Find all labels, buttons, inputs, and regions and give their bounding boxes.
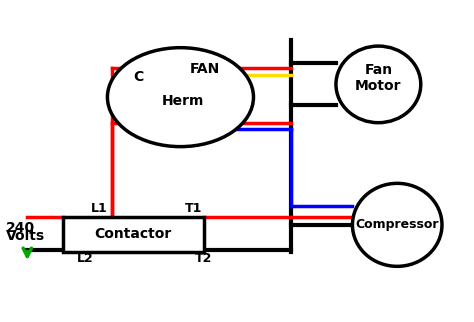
Text: Volts: Volts	[6, 229, 45, 243]
Text: FAN: FAN	[190, 62, 220, 76]
Text: T2: T2	[195, 251, 212, 265]
Bar	[63, 217, 204, 252]
Text: Fan
Motor: Fan Motor	[355, 63, 401, 93]
Ellipse shape	[353, 183, 442, 266]
Text: Herm: Herm	[162, 94, 204, 108]
Text: L2: L2	[77, 251, 93, 265]
Ellipse shape	[336, 46, 421, 123]
Text: Contactor: Contactor	[95, 227, 172, 242]
Text: 240: 240	[6, 221, 35, 235]
Text: T1: T1	[185, 202, 202, 215]
Circle shape	[108, 48, 254, 147]
Text: C: C	[133, 70, 144, 84]
Text: L1: L1	[91, 202, 108, 215]
Text: Compressor: Compressor	[356, 218, 439, 231]
